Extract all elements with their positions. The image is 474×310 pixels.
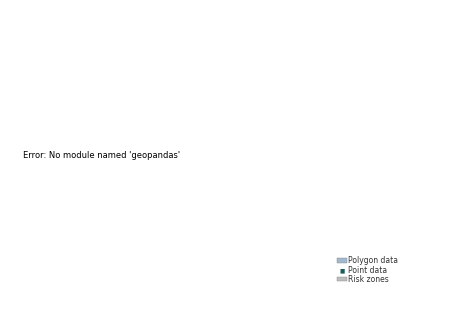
- Text: Error: No module named 'geopandas': Error: No module named 'geopandas': [23, 150, 181, 160]
- Text: Risk zones: Risk zones: [348, 274, 389, 284]
- Text: Polygon data: Polygon data: [348, 256, 398, 265]
- Text: Point data: Point data: [348, 266, 388, 276]
- Text: ■: ■: [339, 268, 345, 273]
